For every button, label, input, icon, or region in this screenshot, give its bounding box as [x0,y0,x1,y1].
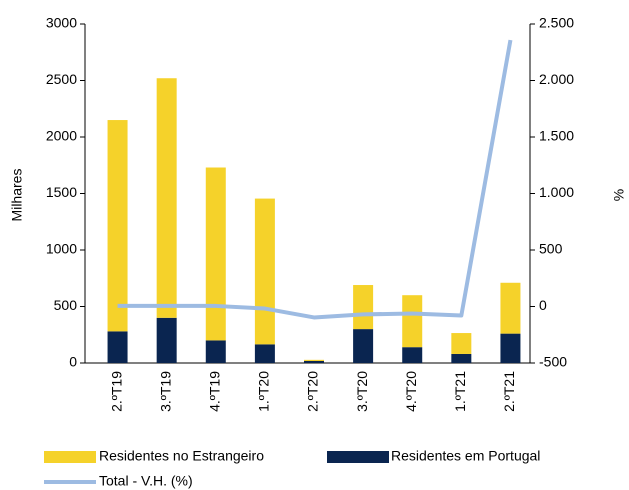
legend-label: Total - V.H. (%) [99,473,193,489]
bar [254,198,275,345]
y2-tick-label: 500 [539,241,563,257]
legend-label: Residentes no Estrangeiro [99,448,264,464]
y-tick-label: 1500 [46,184,77,200]
y-tick-label: 2000 [46,128,77,144]
bar [500,333,521,363]
bar [304,360,324,363]
y-tick-label: 3000 [46,15,77,31]
y-tick-label: 1000 [46,241,77,257]
legend-label: Residentes em Portugal [391,448,540,464]
legend-swatch [44,451,96,463]
line-series [117,39,513,320]
x-tick-label: 2.ºT19 [108,371,124,412]
bar [107,120,128,332]
x-tick-label: 3.ºT20 [354,371,370,412]
y2-tick-label: 2.000 [539,71,574,87]
x-tick-label: 4.ºT20 [403,371,419,412]
x-tick-label: 1.ºT20 [256,371,272,412]
bar [254,344,275,363]
x-tick-label: 2.ºT21 [501,371,517,412]
bar [156,78,177,318]
y2-tick-label: 1.500 [539,128,574,144]
legend-swatch [327,451,389,463]
bar [451,333,472,354]
bar [304,359,324,361]
y2-tick-label: -500 [539,354,567,370]
x-tick-label: 2.ºT20 [305,371,321,412]
y-tick-label: 0 [69,354,77,370]
bar [451,353,472,363]
bar [402,347,423,363]
bar [107,331,128,363]
y2-axis-label: % [611,189,627,201]
bar [205,340,226,363]
bar [500,282,521,334]
y2-tick-label: 0 [539,297,547,313]
x-tick-label: 1.ºT21 [452,371,468,412]
y2-tick-label: 2.500 [539,15,574,31]
bar [205,167,226,341]
x-tick-label: 3.ºT19 [157,371,173,412]
y-tick-label: 500 [54,297,78,313]
bar [156,317,177,363]
y2-tick-label: 1.000 [539,184,574,200]
bar [353,329,374,363]
bar [353,285,374,330]
y-tick-label: 2500 [46,71,77,87]
bar [402,295,423,348]
x-tick-label: 4.ºT19 [206,371,222,412]
y-axis-label: Milhares [9,169,25,222]
